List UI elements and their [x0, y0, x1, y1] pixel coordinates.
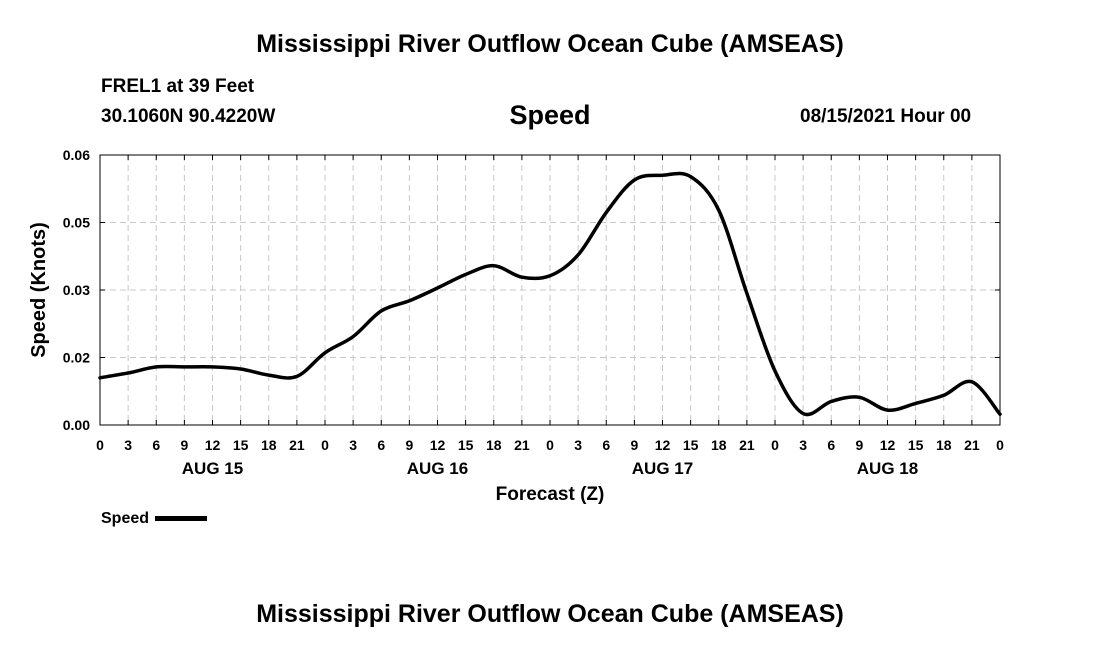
series-speed-line — [98, 171, 1002, 417]
chart-title: Mississippi River Outflow Ocean Cube (AM… — [256, 30, 844, 58]
x-tick-label: 3 — [574, 437, 582, 453]
x-day-label: AUG 18 — [857, 459, 918, 478]
x-day-label: AUG 15 — [182, 459, 243, 478]
x-tick-label: 0 — [546, 437, 554, 453]
forecast-run-time: 08/15/2021 Hour 00 — [800, 106, 972, 127]
x-tick-label: 21 — [964, 437, 980, 453]
x-tick-label: 18 — [261, 437, 277, 453]
x-tick-label: 15 — [233, 437, 249, 453]
x-axis-label: Forecast (Z) — [496, 484, 605, 505]
x-tick-label: 0 — [771, 437, 779, 453]
y-tick-label: 0.00 — [63, 417, 90, 433]
x-tick-label: 18 — [936, 437, 952, 453]
x-tick-label: 18 — [486, 437, 502, 453]
speed-chart: 0 3 6 9 12 15 18 21 0 3 6 9 12 15 18 21 0 3 6 9 12 15 18 21 0 3 6 9… — [28, 147, 1004, 505]
x-tick-label: 6 — [602, 437, 610, 453]
x-tick-label: 21 — [289, 437, 305, 453]
x-tick-label: 15 — [458, 437, 474, 453]
x-tick-label: 12 — [430, 437, 446, 453]
x-tick-label: 15 — [683, 437, 699, 453]
legend-label: Speed — [101, 510, 150, 527]
x-tick-label: 0 — [96, 437, 104, 453]
x-tick-label: 6 — [377, 437, 385, 453]
x-tick-label: 3 — [349, 437, 357, 453]
x-tick-label: 0 — [996, 437, 1004, 453]
x-tick-label: 3 — [799, 437, 807, 453]
x-tick-label: 12 — [880, 437, 896, 453]
plot-frame — [99, 154, 1001, 426]
x-tick-label: 15 — [908, 437, 924, 453]
x-tick-label: 21 — [739, 437, 755, 453]
x-tick-label: 18 — [711, 437, 727, 453]
x-day-label: AUG 16 — [407, 459, 468, 478]
x-tick-label: 21 — [514, 437, 530, 453]
x-tick-label: 9 — [855, 437, 863, 453]
station-coordinates: 30.1060N 90.4220W — [101, 106, 276, 127]
legend-item-speed: Speed — [101, 510, 208, 528]
x-tick-label: 3 — [124, 437, 132, 453]
x-tick-label: 6 — [152, 437, 160, 453]
x-tick-label: 12 — [655, 437, 671, 453]
x-tick-label: 12 — [205, 437, 221, 453]
variable-title: Speed — [509, 100, 591, 130]
legend-line-swatch — [155, 516, 208, 522]
footer-title: Mississippi River Outflow Ocean Cube (AM… — [256, 600, 844, 628]
y-axis-label: Speed (Knots) — [28, 222, 50, 358]
y-tick-label: 0.05 — [63, 215, 90, 231]
x-tick-label: 9 — [630, 437, 638, 453]
y-tick-label: 0.06 — [63, 147, 90, 163]
tick-labels: 0 3 6 9 12 15 18 21 0 3 6 9 12 15 18 21 0 3 6 9 12 15 18 21 0 3 6 9… — [63, 147, 1004, 478]
x-tick-label: 9 — [180, 437, 188, 453]
station-label: FREL1 at 39 Feet — [101, 76, 255, 97]
y-tick-label: 0.02 — [63, 350, 90, 366]
y-tick-label: 0.03 — [63, 282, 90, 298]
x-tick-label: 9 — [405, 437, 413, 453]
x-tick-label: 6 — [827, 437, 835, 453]
x-tick-label: 0 — [321, 437, 329, 453]
x-day-label: AUG 17 — [632, 459, 693, 478]
grid-lines — [100, 155, 1000, 425]
